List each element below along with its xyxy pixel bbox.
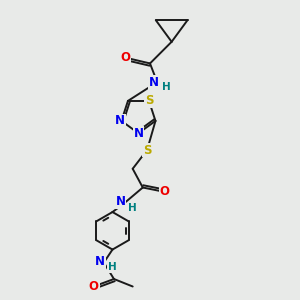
Text: S: S bbox=[143, 143, 152, 157]
Text: N: N bbox=[134, 127, 143, 140]
Text: N: N bbox=[95, 255, 105, 268]
Text: O: O bbox=[89, 280, 99, 293]
Text: H: H bbox=[108, 262, 117, 272]
Text: O: O bbox=[121, 51, 130, 64]
Text: H: H bbox=[128, 203, 137, 213]
Text: N: N bbox=[116, 195, 126, 208]
Text: S: S bbox=[145, 94, 153, 107]
Text: N: N bbox=[115, 114, 125, 128]
Text: H: H bbox=[162, 82, 171, 92]
Text: O: O bbox=[159, 185, 170, 198]
Text: N: N bbox=[149, 76, 159, 89]
